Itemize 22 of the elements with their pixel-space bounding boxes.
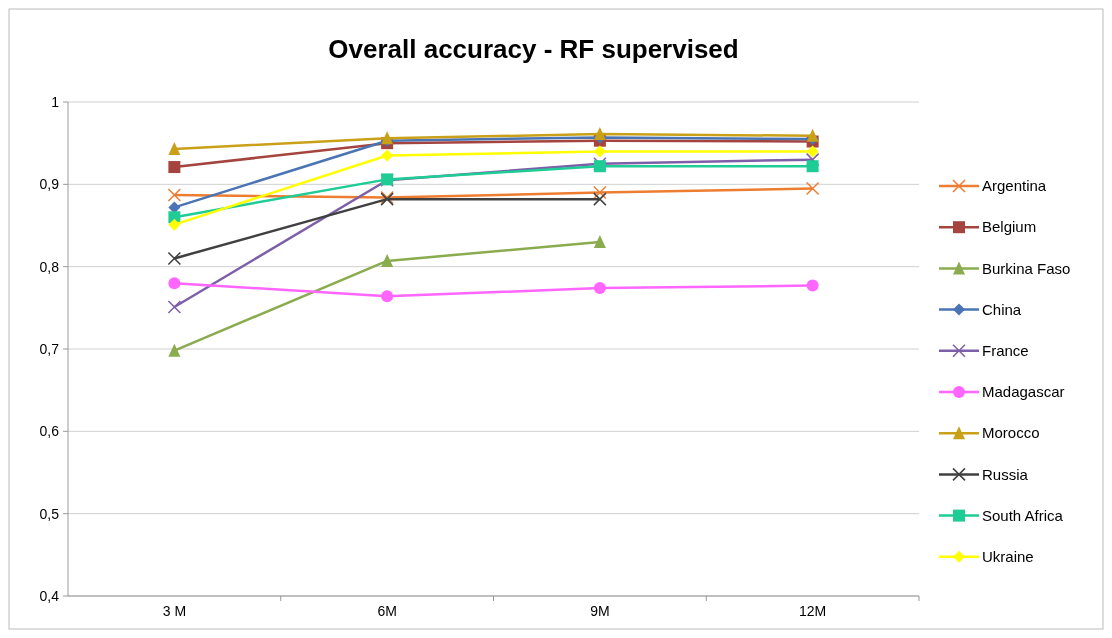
- legend-label: Burkina Faso: [982, 259, 1071, 277]
- legend-label: Morocco: [982, 424, 1040, 442]
- x-tick-label: 9M: [590, 603, 610, 619]
- x-tick-label: 12M: [799, 603, 827, 619]
- chart-title: Overall accuracy - RF supervised: [328, 34, 739, 64]
- legend-label: Ukraine: [982, 548, 1034, 566]
- y-tick-label: 1: [51, 93, 60, 110]
- legend-label: France: [982, 342, 1029, 360]
- x-tick-label: 6M: [377, 603, 397, 619]
- y-tick-label: 0,7: [39, 340, 60, 357]
- y-tick-label: 0,4: [39, 587, 60, 604]
- legend-label: Russia: [982, 465, 1029, 483]
- legend-label: Belgium: [982, 218, 1037, 236]
- legend-label: Argentina: [982, 177, 1047, 195]
- y-tick-label: 0,9: [39, 176, 60, 193]
- x-tick-label: 3 M: [162, 603, 187, 619]
- y-tick-label: 0,5: [39, 505, 60, 522]
- legend-label: Madagascar: [982, 383, 1065, 401]
- legend-label: South Africa: [982, 506, 1064, 524]
- y-tick-label: 0,6: [39, 423, 60, 440]
- legend-label: China: [982, 300, 1022, 318]
- y-tick-label: 0,8: [39, 258, 60, 275]
